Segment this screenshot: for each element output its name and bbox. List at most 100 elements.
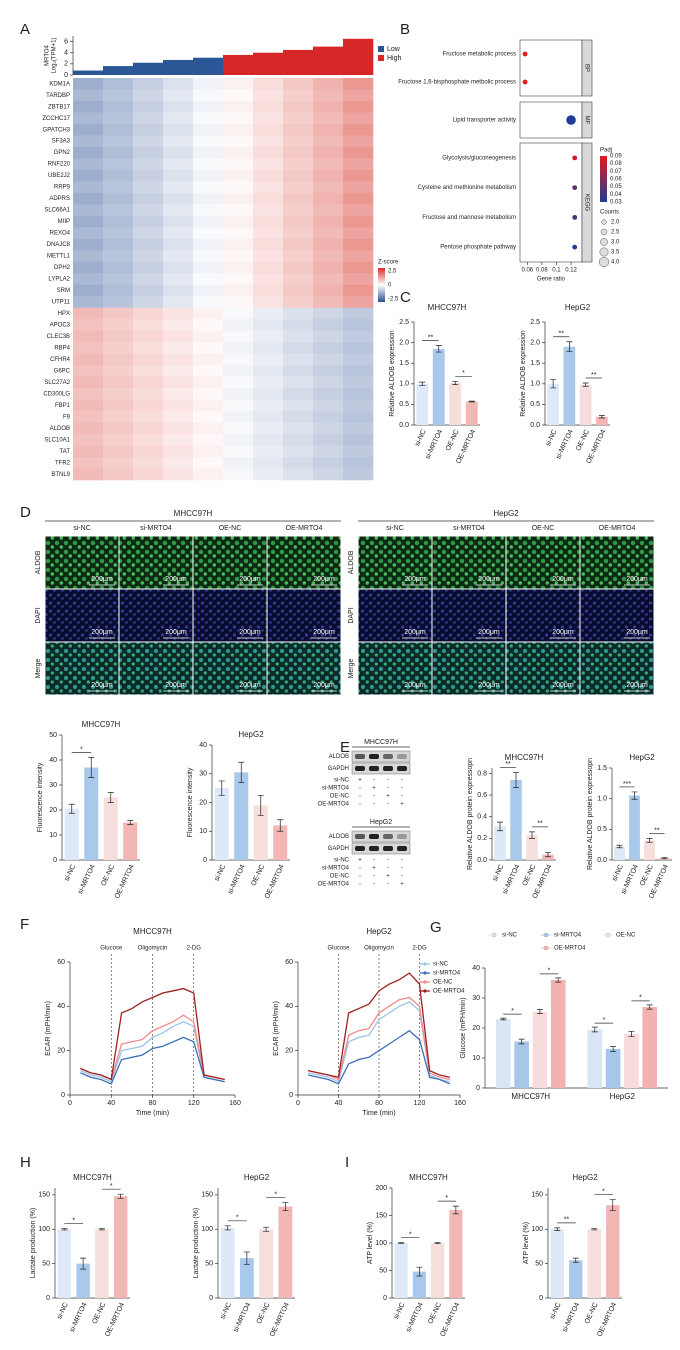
heatmap-cell xyxy=(193,330,224,343)
condition-sign: + xyxy=(386,794,390,800)
condition-sign: + xyxy=(358,858,362,864)
band-label: GAPDH xyxy=(328,766,349,772)
scale-bar-label: 200μm xyxy=(165,576,187,583)
heatmap-cell xyxy=(193,123,224,136)
heatmap-cell xyxy=(343,215,374,228)
colorbar-tick-label: 0.04 xyxy=(610,192,622,198)
heatmap-cell xyxy=(163,388,194,400)
heatmap-cell xyxy=(73,330,104,343)
micrograph xyxy=(358,642,432,695)
bar xyxy=(550,980,566,1088)
heatmap-cell xyxy=(73,399,104,412)
heatmap-cell xyxy=(73,319,104,331)
heatmap-cell xyxy=(313,158,344,171)
error-bar xyxy=(419,381,426,386)
heatmap-cell xyxy=(223,296,254,309)
heatmap-cell xyxy=(343,227,374,240)
heatmap-cell xyxy=(193,365,224,377)
heatmap-cell xyxy=(253,284,284,297)
heatmap-cell xyxy=(163,468,194,481)
heatmap-cell xyxy=(163,100,194,113)
heatmap-cell xyxy=(163,112,194,125)
legend-label: si-MRTO4 xyxy=(433,971,461,977)
event-label: 2-DG xyxy=(412,946,427,952)
row-label: ZBTB17 xyxy=(48,104,71,110)
condition-sign: - xyxy=(401,786,403,792)
x-tick-label: 0.06 xyxy=(521,268,533,274)
x-tick-label: 160 xyxy=(454,1100,466,1107)
y-tick-label: 20 xyxy=(57,1048,65,1055)
chart-title: MHCC97H xyxy=(133,927,172,936)
row-label: ZCCHC17 xyxy=(42,116,70,122)
row-label: RNF220 xyxy=(48,162,71,168)
heatmap-cell xyxy=(193,399,224,412)
x-tick-label: si-NC xyxy=(545,429,559,448)
heatmap-cell xyxy=(133,284,164,297)
scale-bar-label: 200μm xyxy=(165,629,187,636)
error-bar xyxy=(218,780,225,796)
y-tick-label: 2.0 xyxy=(530,339,540,346)
row-label: DNAJC8 xyxy=(47,242,71,248)
x-tick-label: 0.12 xyxy=(565,268,577,274)
y-axis-label: ATP level (%) xyxy=(523,1222,530,1264)
facet-strip xyxy=(581,39,593,97)
blot-band xyxy=(397,846,407,851)
y-tick-label: 0 xyxy=(383,1295,387,1302)
heatmap-cell xyxy=(343,468,374,481)
row-label: TFR2 xyxy=(55,460,71,466)
heatmap-cell xyxy=(163,457,194,469)
heatmap-cell xyxy=(283,353,314,366)
micrograph xyxy=(193,536,267,589)
colorbar-tick-label: -2.5 xyxy=(388,297,399,303)
heatmap-cell xyxy=(133,250,164,263)
heatmap-cell xyxy=(253,422,284,435)
scale-bar-label: 200μm xyxy=(404,682,426,689)
x-tick-label: si-MRTO4 xyxy=(233,1302,253,1334)
y-tick-label: 0 xyxy=(61,1092,65,1099)
heatmap-cell xyxy=(283,399,314,412)
heatmap-cell xyxy=(313,204,344,217)
error-bar xyxy=(257,794,264,816)
condition-label: OE-MRTO4 xyxy=(318,802,350,808)
y-tick-label: 50 xyxy=(42,1260,50,1267)
error-bar xyxy=(566,341,573,353)
x-tick-label: OE-NC xyxy=(639,864,655,887)
condition-sign: - xyxy=(401,874,403,880)
heatmap-cell xyxy=(103,284,134,297)
heatmap-cell xyxy=(283,457,314,469)
y-tick-label: 1.0 xyxy=(399,381,409,388)
bar xyxy=(234,772,249,860)
scale-bar-label: 200μm xyxy=(626,629,648,636)
error-bar xyxy=(518,1038,525,1045)
micrograph xyxy=(193,589,267,642)
bar xyxy=(220,1227,235,1298)
heatmap-cell xyxy=(283,307,314,320)
condition-sign: - xyxy=(373,802,375,808)
heatmap-cell xyxy=(73,146,104,159)
heatmap-cell xyxy=(133,146,164,159)
heatmap-cell xyxy=(313,89,344,102)
heatmap-cell xyxy=(73,261,104,274)
error-bar xyxy=(545,852,551,858)
error-bar xyxy=(277,819,284,832)
heatmap-cell xyxy=(193,158,224,171)
error-bar xyxy=(554,1227,561,1231)
row-label: DAPI xyxy=(35,607,42,623)
heatmap-cell xyxy=(133,342,164,354)
heatmap-cell xyxy=(163,261,194,274)
condition-sign: + xyxy=(372,866,376,872)
heatmap-cell xyxy=(313,146,344,159)
significance-label: * xyxy=(462,370,465,377)
y-tick-label: 0.0 xyxy=(477,857,487,864)
size-legend-label: 3.0 xyxy=(611,240,620,246)
heatmap-cell xyxy=(103,399,134,412)
heatmap-cell xyxy=(73,284,104,297)
heatmap-cell xyxy=(73,411,104,423)
heatmap-cell xyxy=(103,307,134,320)
bar xyxy=(64,808,79,860)
heatmap-cell xyxy=(163,169,194,182)
condition-sign: - xyxy=(401,778,403,784)
row-label: LYPLA2 xyxy=(48,277,70,283)
heatmap-cell xyxy=(253,365,284,377)
blot-band xyxy=(383,766,393,771)
